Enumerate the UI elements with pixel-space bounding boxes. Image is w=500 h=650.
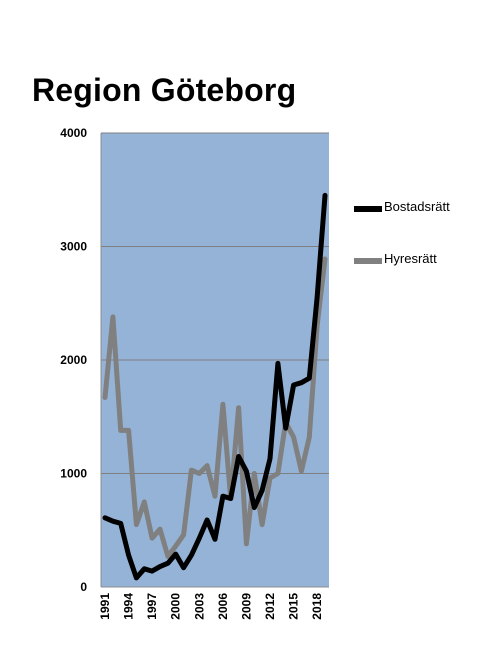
x-tick-label: 1991	[98, 593, 112, 620]
x-tick-label: 1997	[145, 593, 159, 620]
x-tick-label: 2012	[263, 593, 277, 620]
legend-swatch-hyresratt	[354, 258, 382, 264]
series-lines	[102, 192, 328, 581]
x-tick-label: 2015	[287, 593, 301, 620]
x-tick-label: 2018	[310, 593, 324, 620]
legend-label-bostadsratt: Bostadsrätt	[384, 199, 450, 214]
series-line-bostadsratt	[102, 192, 328, 581]
y-tick-label: 0	[80, 580, 87, 594]
x-tick-label: 1994	[122, 593, 136, 620]
x-tick-label: 2003	[192, 593, 206, 620]
legend-item-bostadsratt: Bostadsrätt	[354, 199, 494, 219]
y-tick-label: 2000	[60, 353, 87, 367]
x-tick-label: 2006	[216, 593, 230, 620]
legend-label-hyresratt: Hyresrätt	[384, 251, 437, 266]
y-tick-labels: 0 1000 2000 3000 4000	[60, 126, 87, 594]
legend-swatch-bostadsratt	[354, 206, 382, 212]
y-tick-label: 4000	[60, 126, 87, 140]
legend-item-hyresratt: Hyresrätt	[354, 251, 494, 271]
x-tick-label: 2009	[239, 593, 253, 620]
chart-title: Region Göteborg	[32, 72, 297, 108]
x-tick-labels: 1991 1994 1997 2000 2003 2006 2009 2012 2015 2018	[98, 593, 324, 620]
y-tick-label: 1000	[60, 467, 87, 481]
x-tick-label: 2000	[169, 593, 183, 620]
y-tick-label: 3000	[60, 240, 87, 254]
